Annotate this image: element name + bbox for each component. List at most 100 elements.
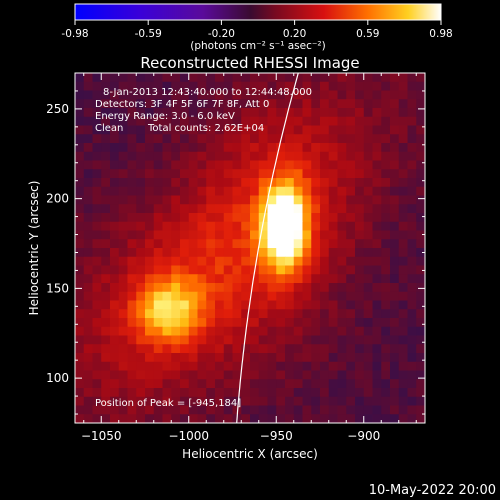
heatmap-cell (110, 396, 120, 406)
heatmap-cell (171, 186, 181, 196)
heatmap-cell (92, 81, 102, 91)
heatmap-cell (416, 291, 425, 301)
heatmap-cell (92, 151, 102, 161)
heatmap-cell (320, 388, 330, 398)
heatmap-cell (250, 248, 260, 258)
heatmap-cell (215, 309, 225, 319)
heatmap-cell (355, 291, 365, 301)
heatmap-cell (293, 256, 303, 266)
heatmap-cell (355, 309, 365, 319)
heatmap-cell (188, 213, 198, 223)
heatmap-cell (381, 116, 391, 126)
heatmap-cell (363, 230, 373, 240)
heatmap-cell (75, 239, 85, 249)
heatmap-cell (162, 239, 172, 249)
heatmap-cell (355, 125, 365, 135)
heatmap-cell (92, 344, 102, 354)
heatmap-cell (328, 353, 338, 363)
heatmap-cell (145, 178, 155, 188)
heatmap-cell (320, 300, 330, 310)
heatmap-cell (83, 388, 93, 398)
heatmap-cell (223, 405, 233, 415)
heatmap-cell (390, 326, 400, 336)
heatmap-cell (171, 178, 181, 188)
heatmap-cell (328, 186, 338, 196)
heatmap-cell (127, 125, 137, 135)
heatmap-cell (127, 99, 137, 109)
heatmap-cell (311, 388, 321, 398)
heatmap-cell (337, 143, 347, 153)
heatmap-cell (180, 73, 190, 83)
heatmap-cell (346, 396, 356, 406)
heatmap-cell (398, 361, 408, 371)
heatmap-cell (206, 300, 216, 310)
heatmap-cell (83, 283, 93, 293)
heatmap-cell (241, 256, 251, 266)
heatmap-cell (276, 99, 286, 109)
heatmap-cell (337, 81, 347, 91)
heatmap-cell (92, 125, 102, 135)
heatmap-cell (153, 344, 163, 354)
heatmap-cell (153, 318, 163, 328)
heatmap-cell (363, 151, 373, 161)
heatmap-cell (250, 274, 260, 284)
heatmap-cell (153, 134, 163, 144)
heatmap-cell (206, 160, 216, 170)
heatmap-cell (223, 134, 233, 144)
heatmap-cell (127, 309, 137, 319)
heatmap-cell (381, 379, 391, 389)
heatmap-cell (188, 116, 198, 126)
heatmap-cell (215, 230, 225, 240)
heatmap-cell (136, 265, 146, 275)
heatmap-cell (337, 388, 347, 398)
heatmap-cell (293, 178, 303, 188)
heatmap-cell (372, 248, 382, 258)
heatmap-cell (267, 388, 277, 398)
annotation-time-range: 8-Jan-2013 12:43:40.000 to 12:44:48.000 (103, 87, 312, 98)
heatmap-cell (110, 256, 120, 266)
heatmap-cell (197, 248, 207, 258)
heatmap-cell (83, 134, 93, 144)
heatmap-cell (223, 99, 233, 109)
heatmap-cell (136, 99, 146, 109)
heatmap-cell (206, 396, 216, 406)
heatmap-cell (285, 309, 295, 319)
heatmap-cell (75, 221, 85, 231)
heatmap-cell (223, 108, 233, 118)
heatmap-cell (355, 318, 365, 328)
heatmap-cell (250, 335, 260, 345)
heatmap-cell (302, 265, 312, 275)
heatmap-cell (372, 134, 382, 144)
heatmap-cell (311, 221, 321, 231)
heatmap-cell (398, 388, 408, 398)
heatmap-cell (92, 221, 102, 231)
heatmap-cell (302, 248, 312, 258)
heatmap-cell (83, 151, 93, 161)
heatmap-cell (337, 361, 347, 371)
heatmap-cell (328, 116, 338, 126)
heatmap-cell (267, 265, 277, 275)
heatmap-cell (407, 283, 417, 293)
heatmap-cell (267, 116, 277, 126)
heatmap-cell (180, 379, 190, 389)
heatmap-cell (75, 388, 85, 398)
heatmap-cell (136, 143, 146, 153)
heatmap-cell (110, 186, 120, 196)
heatmap-cell (171, 221, 181, 231)
heatmap-cell (223, 230, 233, 240)
heatmap-cell (188, 353, 198, 363)
heatmap-cell (92, 326, 102, 336)
heatmap-cell (258, 388, 268, 398)
heatmap-cell (180, 160, 190, 170)
heatmap-cell (355, 274, 365, 284)
heatmap-cell (75, 309, 85, 319)
heatmap-cell (407, 204, 417, 214)
annotation-detectors: Detectors: 3F 4F 5F 6F 7F 8F, Att 0 (95, 99, 269, 110)
heatmap-cell (223, 239, 233, 249)
heatmap-cell (162, 396, 172, 406)
heatmap-cell (346, 414, 356, 423)
heatmap-cell (381, 335, 391, 345)
heatmap-cell (390, 291, 400, 301)
heatmap-cell (171, 256, 181, 266)
heatmap-cell (188, 90, 198, 100)
